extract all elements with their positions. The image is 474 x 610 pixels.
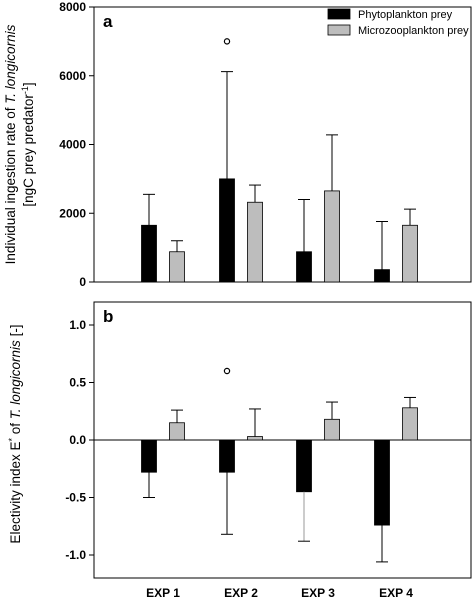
panel-a-marks [141,38,418,283]
y-tick-label: 6000 [59,69,86,83]
y-tick-label: 1.0 [69,318,86,332]
x-tick-label: EXP 1 [146,586,180,600]
y-tick-label: 0.0 [69,433,86,447]
bar-phytoplankton [141,439,157,473]
y-tick-label: -1.0 [65,548,86,562]
legend-swatch [327,8,351,20]
bar-phytoplankton [296,439,312,493]
panel-b-x-ticks: EXP 1 EXP 2 EXP 3 EXP 4 [146,586,413,600]
y-tick-label: 0.5 [69,376,86,390]
panel-a-y-axis-label: Individual ingestion rate of T. longicor… [3,24,18,264]
bar-phytoplankton [296,251,312,283]
panel-a-label: a [103,12,113,31]
bar-microzooplankton [247,201,263,283]
x-tick-label: EXP 3 [301,586,335,600]
bar-microzooplankton [402,224,418,283]
x-tick-label: EXP 2 [224,586,258,600]
bar-microzooplankton [324,190,340,283]
y-tick-label: -0.5 [65,491,86,505]
panel-a-y-axis-units: [ngC prey predator-1] [20,82,36,206]
bar-microzooplankton [324,418,340,441]
bar-phytoplankton [219,439,235,473]
legend-label: Phytoplankton prey [358,9,453,21]
outlier-point [223,38,231,45]
y-tick-label: 8000 [59,0,86,14]
bar-phytoplankton [141,224,157,283]
y-tick-label: 4000 [59,138,86,152]
legend-label: Microzooplankton prey [358,25,469,37]
panel-a: 0 2000 4000 6000 8000 a Phytoplankton prey Mi… [3,0,472,289]
bar-phytoplankton [374,439,390,526]
bar-phytoplankton [219,178,235,283]
bar-microzooplankton [169,422,185,441]
y-tick-label: 2000 [59,206,86,220]
bar-phytoplankton [374,269,390,283]
panel-a-y-ticks: 0 2000 4000 6000 8000 [59,0,94,289]
panel-b-y-ticks: -1.0 -0.5 0.0 0.5 1.0 [65,318,94,562]
x-tick-label: EXP 4 [379,586,413,600]
panel-b-marks [141,367,418,563]
bar-microzooplankton [247,436,263,441]
y-tick-label: 0 [79,275,86,289]
bar-microzooplankton [169,251,185,283]
panel-a-legend: Phytoplankton prey Microzooplankton prey [327,8,469,37]
panel-b-y-axis-label: Electivity index E* of T. longicornis [-… [7,324,23,543]
outlier-point [223,367,231,375]
legend-swatch [327,24,351,36]
panel-b: -1.0 -0.5 0.0 0.5 1.0 EXP 1 EXP 2 EXP 3 EXP 4 b… [7,301,472,600]
panel-b-label: b [103,307,113,326]
bar-microzooplankton [402,407,418,441]
